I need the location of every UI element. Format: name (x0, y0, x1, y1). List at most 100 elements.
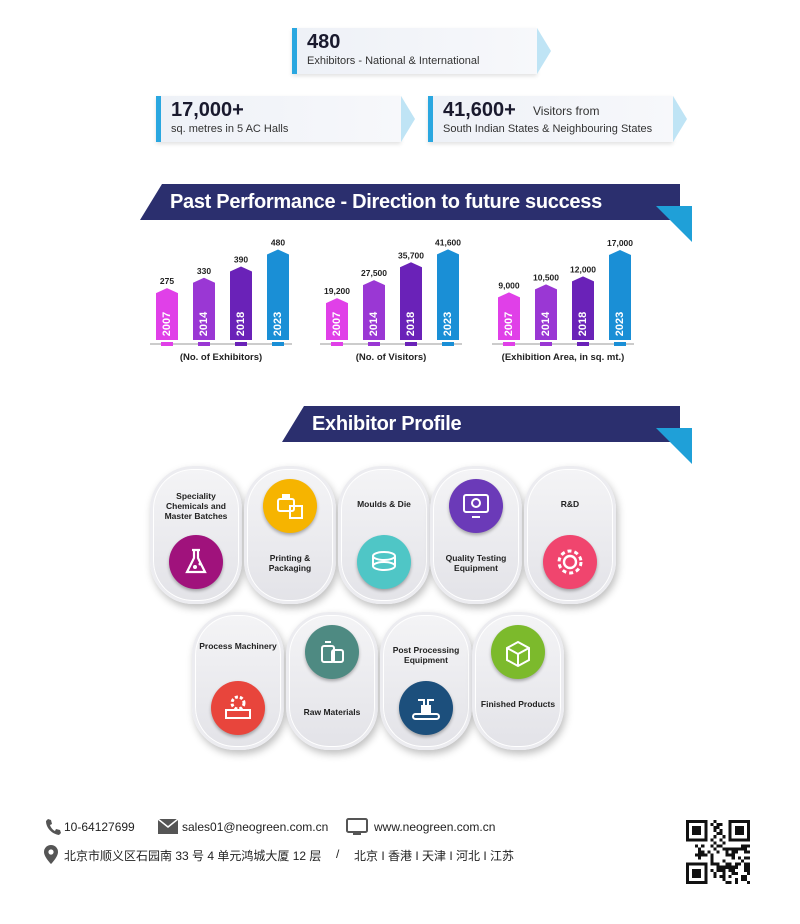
stat-label: Exhibitors - National & International (307, 55, 480, 67)
chart-bar-marker (272, 342, 284, 346)
chart-bar (267, 249, 289, 340)
profile-item-quality-testing: Quality Testing Equipment (430, 466, 522, 604)
footer-website[interactable]: www.neogreen.com.cn (374, 820, 496, 834)
chart-value-label: 10,500 (533, 272, 559, 282)
chemical-flask-icon (169, 535, 223, 589)
profile-item-label: Speciality Chemicals and Master Batches (164, 491, 228, 521)
chart-area: 9,000 2007 10,500 2014 12,000 2018 17,000 2023 … (488, 228, 638, 378)
chart-caption: (Exhibition Area, in sq. mt.) (501, 352, 625, 363)
performance-banner: Past Performance - Direction to future s… (140, 184, 680, 220)
chart-bar-marker (540, 342, 552, 346)
chart-bar (535, 284, 557, 340)
machine-gear-icon (211, 681, 265, 735)
chart-category-label: 2007 (331, 312, 343, 336)
chart-category-label: 2023 (614, 312, 626, 336)
chart-area-svg: 9,000 2007 10,500 2014 12,000 2018 17,000 2023 (492, 238, 634, 346)
chart-bar (193, 277, 215, 340)
chart-value-label: 19,200 (324, 286, 350, 296)
chart-bar (156, 288, 178, 340)
email-icon (157, 818, 179, 839)
stat-card-visitors: 41,600+ Visitors from South Indian State… (428, 96, 687, 142)
chart-bar (609, 249, 631, 340)
chart-bar-marker (405, 342, 417, 346)
chart-category-label: 2018 (577, 312, 589, 336)
profile-item-finished-products: Finished Products (472, 612, 564, 750)
chart-caption: (No. of Visitors) (355, 352, 427, 363)
product-box-icon (491, 625, 545, 679)
chart-visitors: 19,200 2007 27,500 2014 35,700 2018 41,600 2023… (316, 228, 466, 378)
chart-visitors-svg: 19,200 2007 27,500 2014 35,700 2018 41,600 2023 (320, 237, 462, 346)
chart-value-label: 27,500 (361, 268, 387, 278)
chart-bar-marker (577, 342, 589, 346)
chart-bar-marker (368, 342, 380, 346)
stat-card-exhibitors: 480 Exhibitors - National & Internationa… (292, 28, 551, 74)
chart-value-label: 12,000 (570, 264, 596, 274)
chart-exhibitors-svg: 275 2007 330 2014 390 2018 480 2023 (150, 238, 292, 346)
profile-item-label: Finished Products (480, 699, 556, 709)
banner-accent (656, 428, 692, 464)
testing-monitor-icon (449, 479, 503, 533)
footer-address: 北京市顺义区石园南 33 号 4 单元鸿城大厦 12 层 (64, 849, 322, 863)
chart-category-label: 2023 (442, 312, 454, 336)
profile-banner: Exhibitor Profile (282, 406, 680, 442)
footer-separator: / (336, 847, 340, 861)
banner-accent (656, 206, 692, 242)
chart-bar-marker (614, 342, 626, 346)
mould-discs-icon (357, 535, 411, 589)
chart-category-label: 2014 (198, 311, 210, 336)
stat-card-area: 17,000+ sq. metres in 5 AC Halls (156, 96, 415, 142)
chart-value-label: 35,700 (398, 250, 424, 260)
raw-material-sacks-icon (305, 625, 359, 679)
chart-bar (326, 298, 348, 340)
profile-item-moulds-die: Moulds & Die (338, 466, 430, 604)
stat-label: sq. metres in 5 AC Halls (171, 123, 289, 135)
stat-side-label: Visitors from (533, 104, 600, 118)
chart-category-label: 2007 (503, 312, 515, 336)
performance-title: Past Performance - Direction to future s… (170, 191, 602, 213)
chart-category-label: 2018 (405, 312, 417, 336)
profile-item-label: R&D (560, 499, 580, 509)
chart-bar-marker (503, 342, 515, 346)
location-pin-icon (44, 845, 58, 869)
profile-item-label: Printing & Packaging (268, 553, 312, 573)
chart-caption: (No. of Exhibitors) (179, 352, 263, 363)
chart-value-label: 390 (234, 255, 248, 265)
footer-email[interactable]: sales01@neogreen.com.cn (182, 820, 329, 834)
footer-cities: 北京 Ι 香港 Ι 天津 Ι 河北 Ι 江苏 (354, 849, 515, 863)
chart-bar-marker (442, 342, 454, 346)
profile-item-post-processing: Post Processing Equipment (380, 612, 472, 750)
profile-item-label: Post Processing Equipment (392, 645, 460, 665)
qr-code (686, 820, 750, 884)
chart-bar (437, 249, 459, 340)
profile-item-label: Raw Materials (303, 707, 361, 717)
stat-value: 17,000+ (171, 99, 244, 121)
chart-bar (572, 276, 594, 340)
chart-category-label: 2018 (235, 312, 247, 336)
stat-value: 480 (307, 31, 341, 53)
chart-value-label: 9,000 (498, 280, 520, 290)
profile-title: Exhibitor Profile (312, 413, 462, 435)
chart-category-label: 2007 (161, 312, 173, 336)
profile-item-label: Quality Testing Equipment (445, 553, 507, 573)
chart-category-label: 2014 (540, 311, 552, 336)
chart-bar-marker (161, 342, 173, 346)
chart-value-label: 41,600 (435, 237, 461, 247)
profile-item-rnd: R&D (524, 466, 616, 604)
monitor-icon (346, 818, 368, 841)
chart-bar-marker (198, 342, 210, 346)
chart-bar (230, 266, 252, 340)
profile-item-printing-packaging: Printing & Packaging (244, 466, 336, 604)
chart-category-label: 2023 (272, 312, 284, 336)
printer-box-icon (263, 479, 317, 533)
conveyor-robot-icon (399, 681, 453, 735)
chart-value-label: 330 (197, 266, 211, 276)
footer-phone: 10-64127699 (64, 820, 135, 834)
profile-item-raw-materials: Raw Materials (286, 612, 378, 750)
phone-icon (45, 818, 61, 841)
chart-bar (498, 292, 520, 340)
chart-category-label: 2014 (368, 311, 380, 336)
chart-exhibitors: 275 2007 330 2014 390 2018 480 2023 (No. of Exh… (146, 228, 296, 378)
profile-item-process-machinery: Process Machinery (192, 612, 284, 750)
profile-item-speciality-chemicals: Speciality Chemicals and Master Batches (150, 466, 242, 604)
chart-bar (400, 262, 422, 340)
